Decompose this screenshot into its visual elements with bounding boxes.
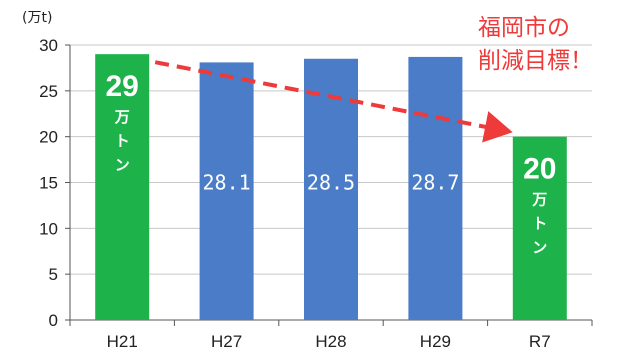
x-tick-label: H21	[107, 332, 138, 351]
bar-value-label: 28.7	[411, 171, 459, 195]
annotation-line: 削減目標！	[478, 48, 593, 74]
bar	[199, 62, 254, 321]
bar-unit-label: ン	[115, 156, 130, 174]
x-tick-label: H28	[315, 332, 346, 351]
y-tick-label: 20	[39, 128, 58, 147]
y-tick-label: 30	[39, 36, 58, 55]
y-tick-label: 10	[39, 219, 58, 238]
reduction-arrow	[154, 60, 513, 143]
bar-unit-label: ト	[532, 215, 547, 233]
bar-unit-label: ト	[115, 132, 130, 150]
bar-unit-label: 万	[114, 108, 130, 126]
bar-value-label: 28.5	[307, 171, 355, 195]
bar-value-label: 20	[523, 153, 556, 186]
bar	[512, 136, 567, 320]
x-tick-label: H29	[420, 332, 451, 351]
y-tick-label: 15	[39, 174, 58, 193]
bar-unit-label: 万	[531, 191, 547, 209]
y-tick-label: 0	[49, 311, 58, 330]
annotation-line: 福岡市の	[478, 15, 570, 41]
y-tick-label: 5	[49, 265, 58, 284]
y-tick-label: 25	[39, 82, 58, 101]
bar-unit-label: ン	[532, 239, 547, 257]
bar-value-label: 28.1	[203, 171, 251, 195]
bar	[304, 58, 358, 320]
y-axis-unit-label: (万t)	[22, 10, 52, 26]
bar	[95, 54, 150, 321]
bars	[95, 54, 567, 321]
x-tick-label: H27	[211, 332, 242, 351]
bar-value-label: 29	[106, 70, 139, 103]
bar	[408, 56, 463, 321]
x-tick-label: R7	[529, 332, 551, 351]
axes: 0 5 10 15 20 25 30 H21 H27 H28 H29 R7	[39, 36, 593, 351]
